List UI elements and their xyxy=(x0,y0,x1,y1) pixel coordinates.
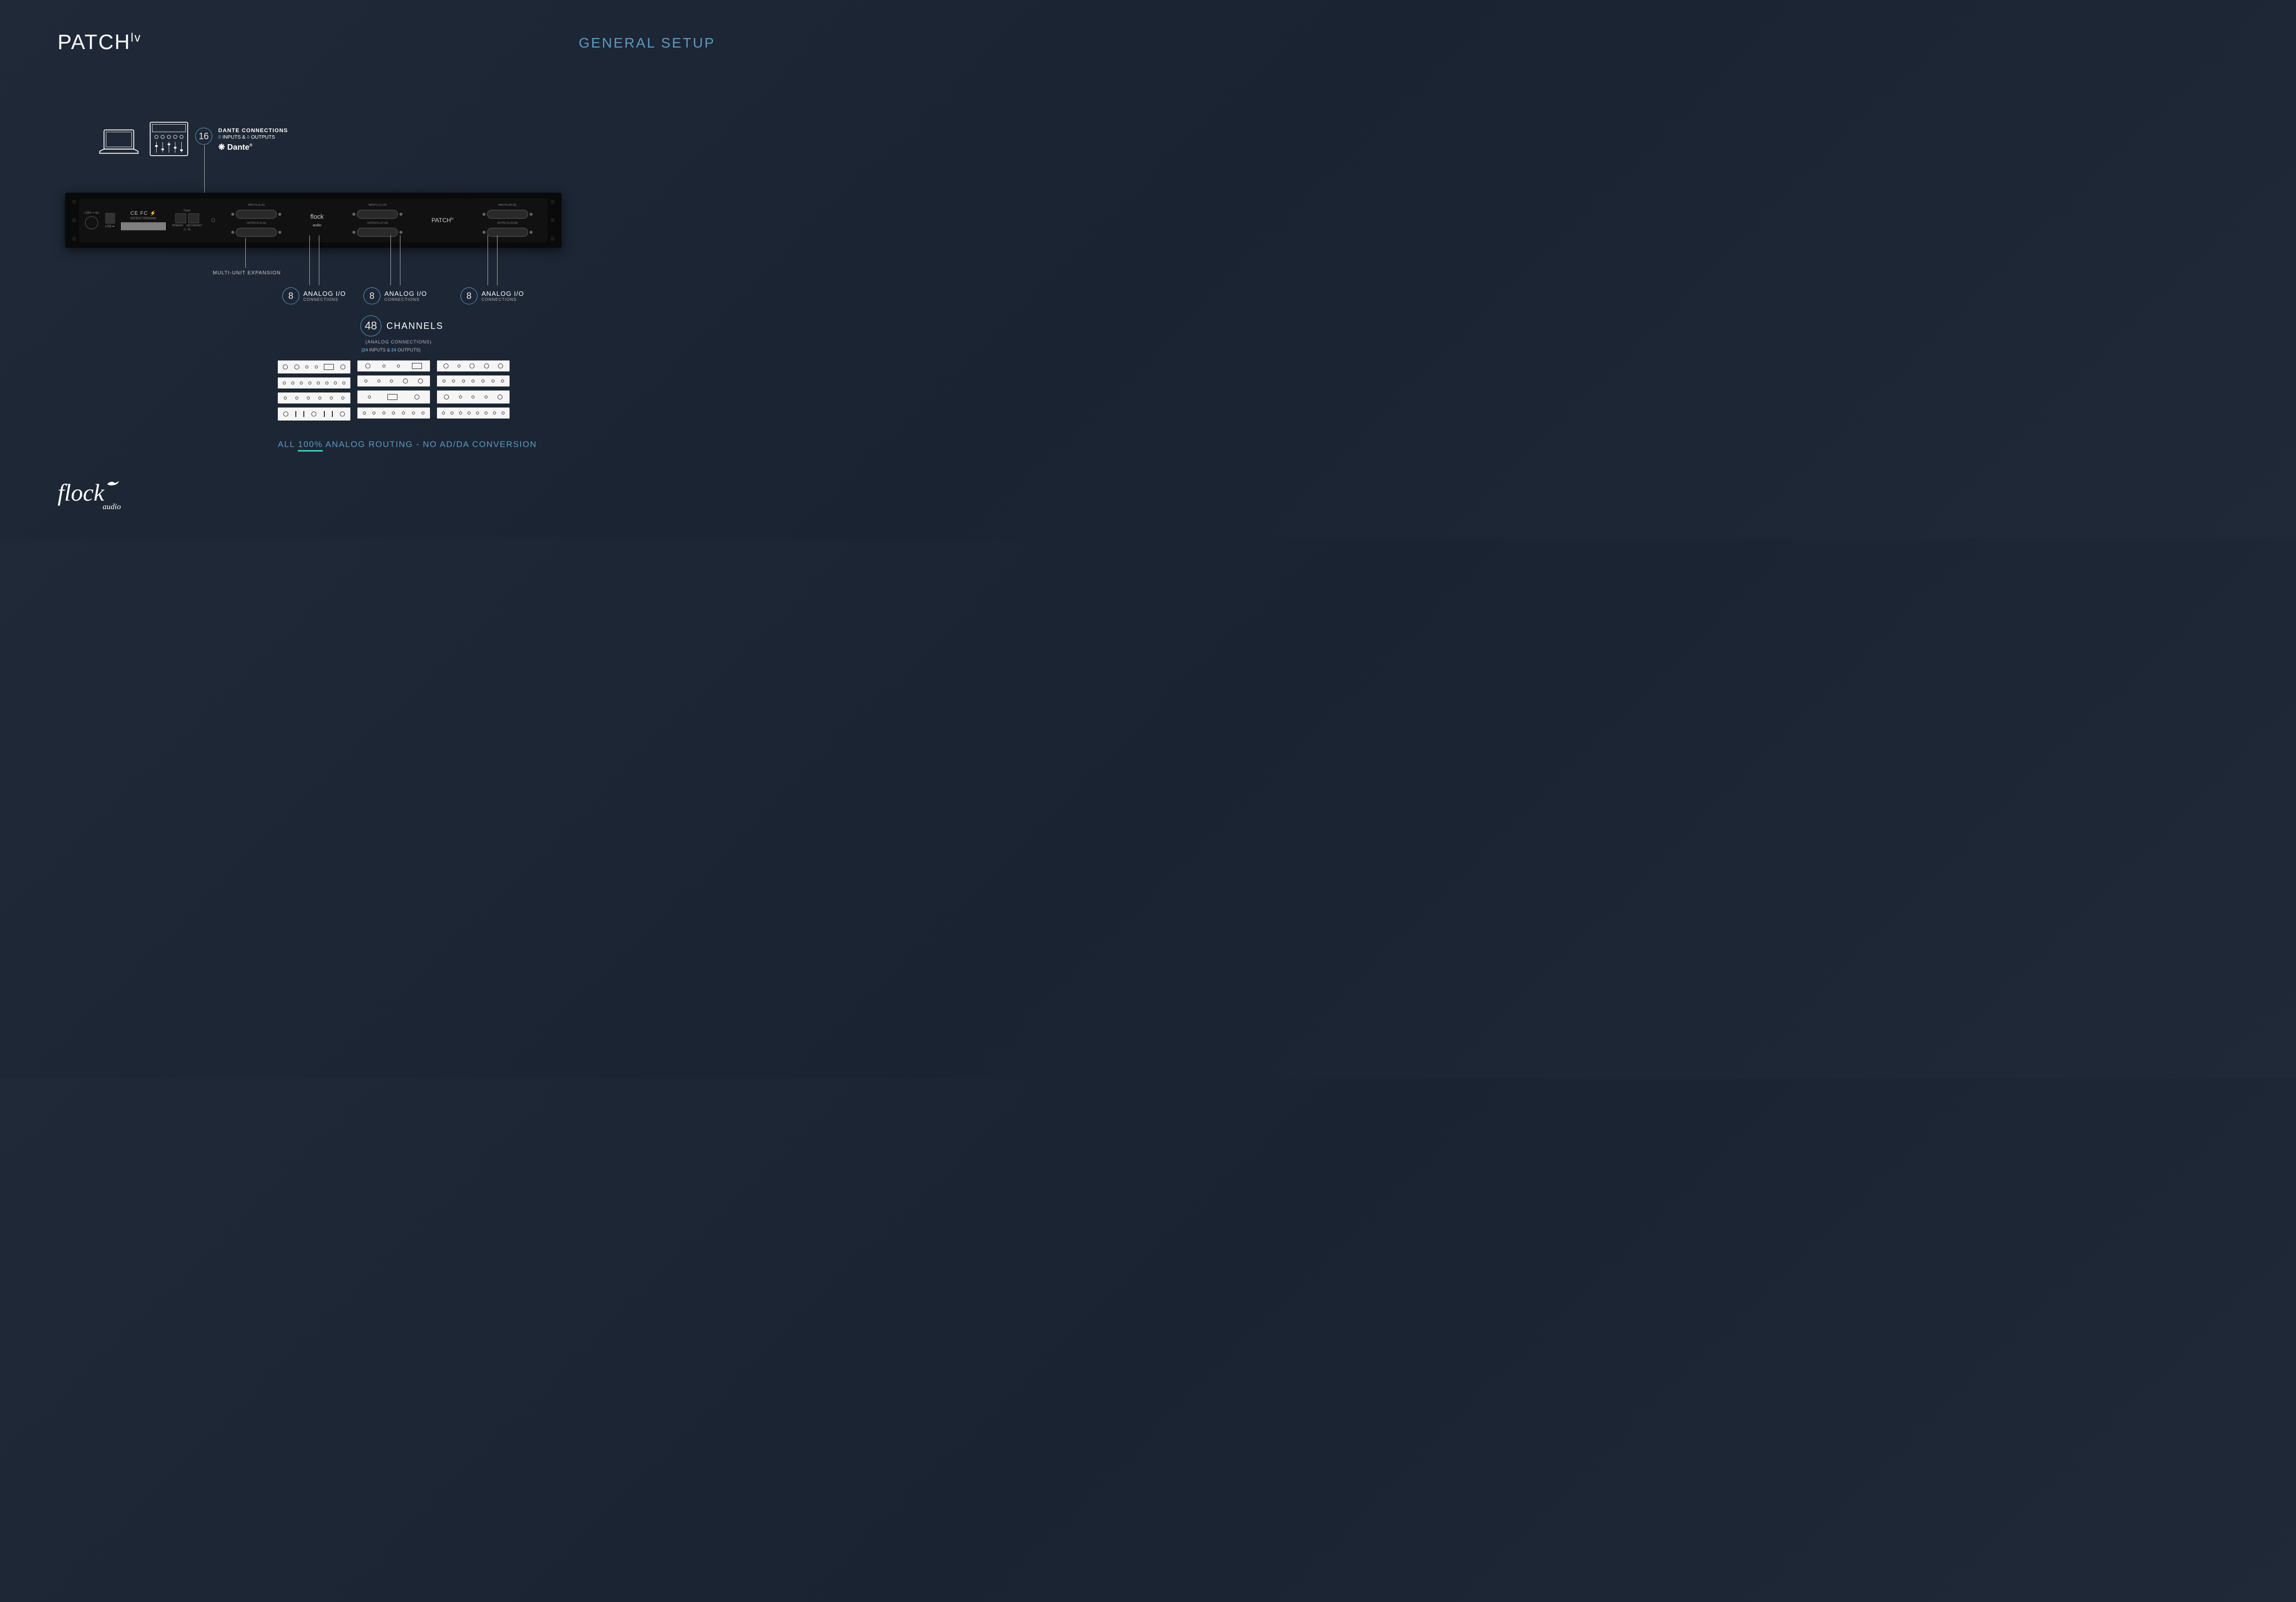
outboard-unit xyxy=(278,408,350,421)
logo-main: PATCH xyxy=(58,30,131,54)
page-title: GENERAL SETUP xyxy=(579,35,715,51)
dante-count-badge: 16 xyxy=(195,128,212,145)
barcode xyxy=(121,222,166,230)
outboard-unit xyxy=(278,392,350,404)
io-title: ANALOG I/O xyxy=(482,290,524,297)
io-count-badge: 8 xyxy=(282,287,299,304)
io-count-badge: 8 xyxy=(461,287,478,304)
dante-ports-section: Dante PRIMARY SECONDARY (1 - 8) xyxy=(172,209,202,231)
laptop-icon xyxy=(98,128,140,158)
io-callout-1: 8 ANALOG I/OCONNECTIONS xyxy=(282,235,346,304)
outboard-unit xyxy=(278,360,350,373)
db25-col-1: INPUTS (9-16) OUTPUTS (9-16) xyxy=(236,204,277,237)
io-callout-2: 8 ANALOG I/OCONNECTIONS xyxy=(363,235,427,304)
outboard-unit xyxy=(278,377,350,388)
io-title: ANALOG I/O xyxy=(303,290,346,297)
dante-title: DANTE CONNECTIONS xyxy=(218,128,288,134)
db25-group: INPUTS (9-16) OUTPUTS (9-16) flock audio… xyxy=(221,204,543,237)
db25-output-1 xyxy=(236,228,277,237)
analog-connections-label: (ANALOG CONNECTIONS) xyxy=(365,339,432,344)
logo-flock-audio: flock audio xyxy=(58,479,121,512)
outboard-unit xyxy=(357,375,430,386)
io-count-badge: 8 xyxy=(363,287,380,304)
channels-callout: 48 CHANNELS xyxy=(360,315,443,336)
rj45-primary xyxy=(175,213,186,223)
rack-ear-left xyxy=(69,193,79,248)
outboard-unit xyxy=(357,360,430,371)
io-title: ANALOG I/O xyxy=(384,290,427,297)
outboard-unit xyxy=(437,375,510,386)
db25-input-1 xyxy=(236,210,277,219)
logo-patch-lv: PATCHlv xyxy=(58,30,141,54)
outboard-unit xyxy=(357,408,430,419)
usb-b-port xyxy=(105,213,115,224)
outboard-unit xyxy=(437,390,510,404)
rj45-secondary xyxy=(188,213,199,223)
outboard-unit xyxy=(437,360,510,371)
logo-suffix: lv xyxy=(131,31,141,45)
dante-sub: 8 INPUTS & 8 OUTPUTS xyxy=(218,135,288,140)
io-sub: CONNECTIONS xyxy=(482,297,524,302)
rack-center-logo: flock audio xyxy=(310,213,324,228)
db25-input-2 xyxy=(357,210,398,219)
mixer-icon xyxy=(148,120,190,158)
channels-count-badge: 48 xyxy=(360,315,381,336)
outboard-gear-grid xyxy=(278,360,510,421)
outboard-unit xyxy=(357,390,430,404)
db25-col-3: INPUTS (25-32) OUTPUTS (25-32) xyxy=(487,204,528,237)
expansion-port xyxy=(211,218,215,222)
footer-tagline: ALL 100% ANALOG ROUTING - NO AD/DA CONVE… xyxy=(278,440,537,450)
bird-icon xyxy=(106,479,121,489)
io-sub: CONNECTIONS xyxy=(384,297,427,302)
io-callout-3: 8 ANALOG I/OCONNECTIONS xyxy=(461,235,524,304)
dante-labels: DANTE CONNECTIONS 8 INPUTS & 8 OUTPUTS ❋… xyxy=(218,128,288,152)
outboard-unit xyxy=(437,408,510,419)
io-count-label: (24 INPUTS & 24 OUTPUTS) xyxy=(361,347,420,352)
db25-col-2: INPUTS (17-24) OUTPUTS (17-24) xyxy=(357,204,398,237)
io-sub: CONNECTIONS xyxy=(303,297,346,302)
dante-callout: 16 DANTE CONNECTIONS 8 INPUTS & 8 OUTPUT… xyxy=(195,128,288,152)
power-section: +26V ⎓ 4A xyxy=(84,212,99,229)
channels-label: CHANNELS xyxy=(386,321,443,331)
power-din-connector xyxy=(85,216,98,229)
usb-section: USB ⬌ xyxy=(105,213,115,228)
patent-label: PATENT PENDING xyxy=(121,217,166,220)
expansion-label: MULTI-UNIT EXPANSION xyxy=(213,270,281,276)
certification-block: CE FC ⚡ PATENT PENDING xyxy=(121,211,166,230)
rack-ear-right xyxy=(548,193,558,248)
dante-brand-logo: ❋ Dante® xyxy=(218,142,288,152)
control-devices xyxy=(98,120,190,158)
cert-logos: CE FC ⚡ xyxy=(121,211,166,216)
connector-line-expansion xyxy=(245,238,246,268)
db25-input-3 xyxy=(487,210,528,219)
rack-product-logo: PATCHlv xyxy=(431,217,453,224)
